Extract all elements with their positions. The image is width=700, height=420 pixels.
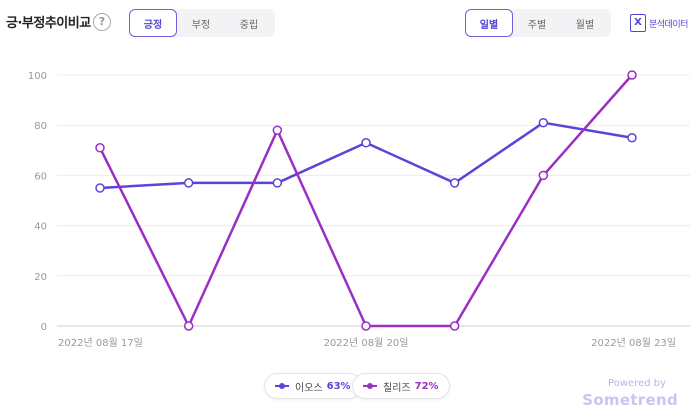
tab-daily[interactable]: 일별 <box>465 9 513 37</box>
data-point-1 <box>95 183 105 193</box>
y-tick-label: 0 <box>41 322 47 333</box>
brand-logo: Sometrend <box>582 391 678 409</box>
export-data-button[interactable]: X 분석데이터 <box>630 14 688 32</box>
data-point-2 <box>361 321 371 331</box>
data-point-2 <box>272 125 283 135</box>
data-point-1 <box>627 133 637 143</box>
period-tab-group: 일별 주별 월별 <box>465 9 611 37</box>
series-line-1 <box>99 121 633 190</box>
y-tick-label: 20 <box>34 272 47 283</box>
help-icon[interactable]: ? <box>93 13 111 31</box>
powered-by-text: Powered by <box>608 378 666 389</box>
y-tick-label: 100 <box>28 71 47 82</box>
tab-monthly[interactable]: 월별 <box>575 19 595 31</box>
y-tick-label: 40 <box>34 222 47 233</box>
data-point-2 <box>627 70 637 80</box>
legend-label: 이오스 <box>295 382 323 394</box>
legend-share: 72% <box>414 380 439 392</box>
excel-icon: X <box>630 14 646 32</box>
data-point-2 <box>449 321 460 331</box>
legend-item-series1[interactable]: 이오스 63% <box>264 373 362 399</box>
export-label: 분석데이터 <box>649 19 688 30</box>
tab-negative[interactable]: 부정 <box>191 19 211 31</box>
series-line-2 <box>98 74 633 328</box>
sentiment-tab-group: 긍정 부정 중립 <box>129 9 275 37</box>
y-tick-label: 80 <box>34 121 47 132</box>
data-point-2 <box>538 170 549 181</box>
x-tick-label: 2022년 08월 17일 <box>58 337 143 349</box>
series1-marker-icon <box>275 382 289 390</box>
data-point-1 <box>272 178 283 188</box>
x-tick-label: 2022년 08월 23일 <box>591 337 676 349</box>
x-tick-label: 2022년 08월 20일 <box>324 337 409 349</box>
data-point-2 <box>183 321 194 331</box>
data-point-1 <box>538 117 549 128</box>
data-point-1 <box>449 178 460 188</box>
trend-line-chart: 0 20 40 60 80 100 2022년 08월 17일 2022년 08월 20일 20… <box>28 70 690 349</box>
series2-marker-icon <box>363 382 377 390</box>
y-tick-label: 60 <box>34 171 47 182</box>
legend-label: 칠리즈 <box>383 382 411 394</box>
data-point-1 <box>183 178 194 188</box>
data-point-1 <box>361 138 371 148</box>
tab-weekly[interactable]: 주별 <box>527 19 547 31</box>
page-title: 긍·부정추이비교 <box>6 16 91 31</box>
tab-positive[interactable]: 긍정 <box>129 9 177 37</box>
legend-share: 63% <box>326 380 351 392</box>
data-point-2 <box>95 143 105 153</box>
tab-neutral[interactable]: 중립 <box>239 19 259 31</box>
legend-item-series2[interactable]: 칠리즈 72% <box>352 373 450 399</box>
